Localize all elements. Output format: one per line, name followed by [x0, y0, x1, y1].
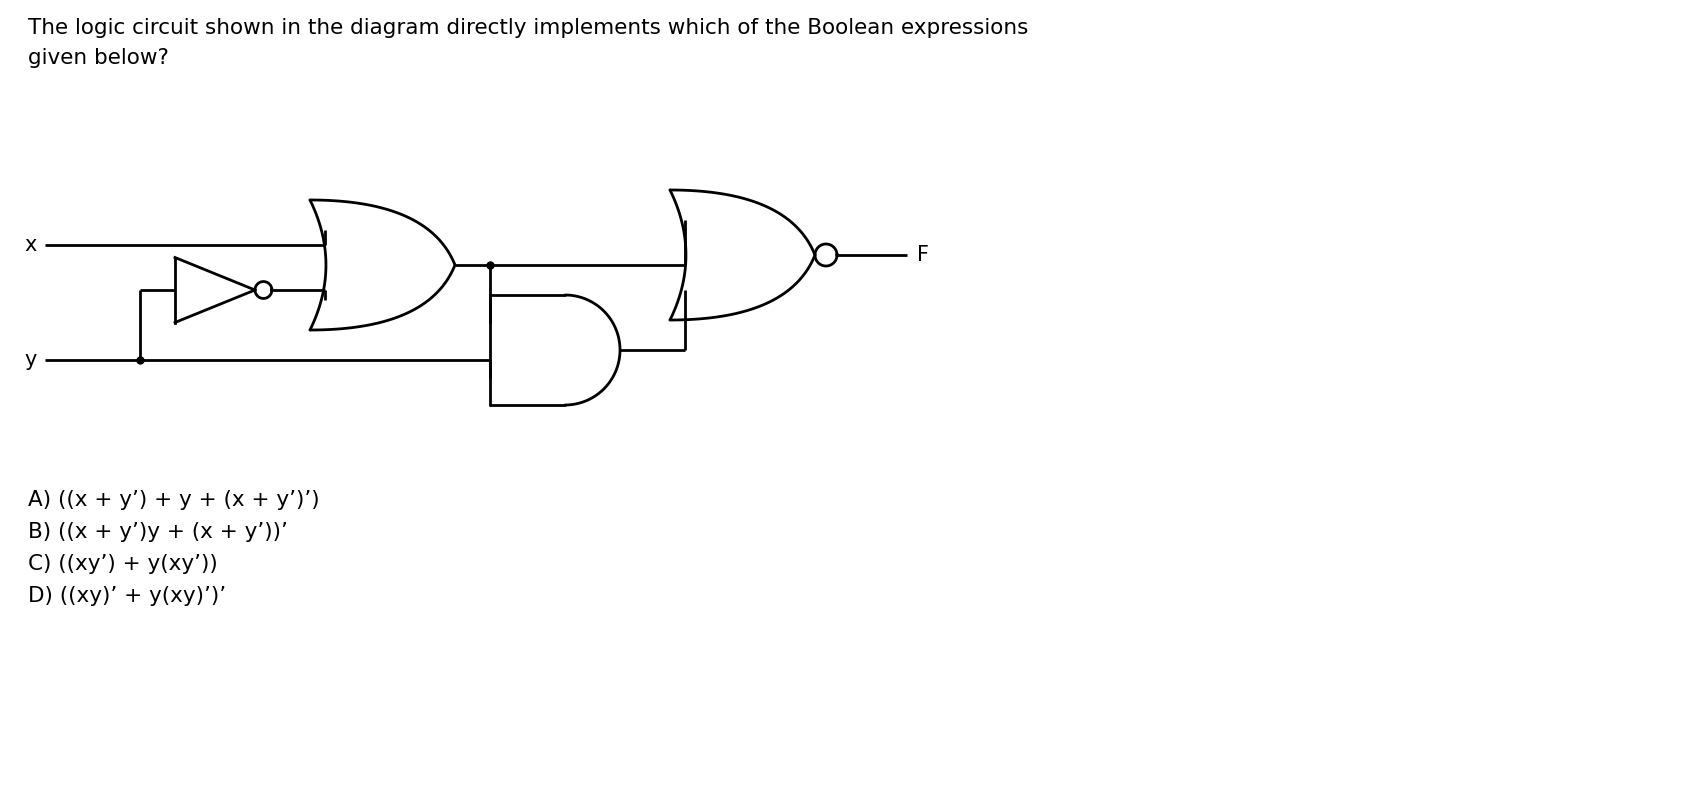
Text: The logic circuit shown in the diagram directly implements which of the Boolean : The logic circuit shown in the diagram d…: [27, 18, 1029, 38]
Text: given below?: given below?: [27, 48, 169, 68]
Text: A) ((x + y’) + y + (x + y’)’): A) ((x + y’) + y + (x + y’)’): [27, 490, 320, 510]
Text: C) ((xy’) + y(xy’)): C) ((xy’) + y(xy’)): [27, 554, 218, 574]
Text: y: y: [24, 350, 37, 370]
Text: B) ((x + y’)y + (x + y’))’: B) ((x + y’)y + (x + y’))’: [27, 522, 288, 542]
Text: D) ((xy)’ + y(xy)’)’: D) ((xy)’ + y(xy)’)’: [27, 586, 227, 606]
Text: F: F: [917, 245, 929, 265]
Text: x: x: [24, 235, 37, 255]
